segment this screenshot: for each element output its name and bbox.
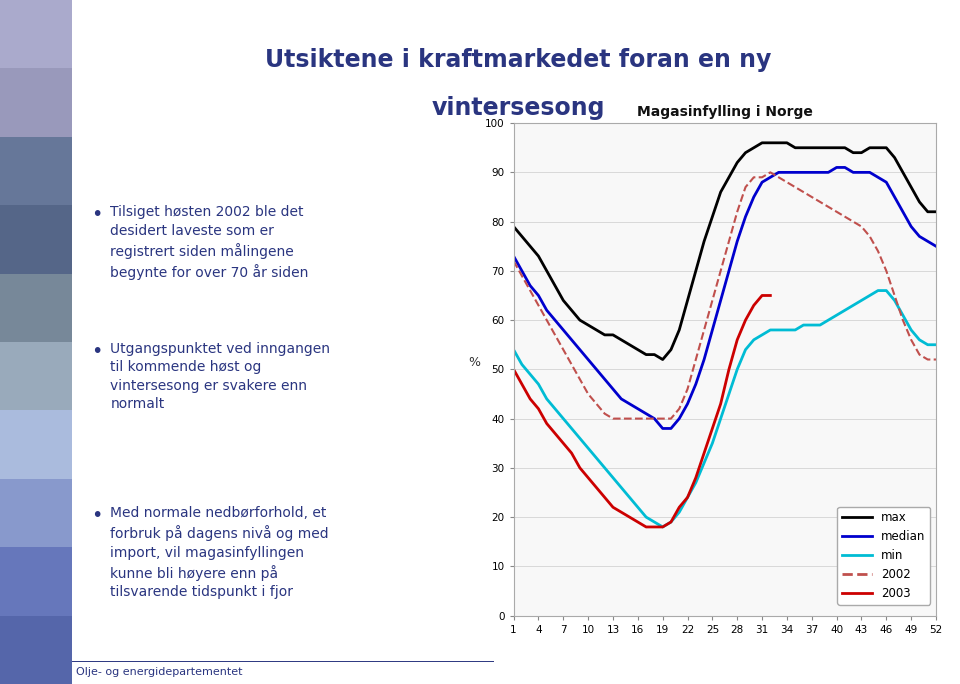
Text: Med normale nedbørforhold, et
forbruk på dagens nivå og med
import, vil magasinf: Med normale nedbørforhold, et forbruk på… <box>110 506 329 599</box>
Bar <box>0 205 72 274</box>
Text: •: • <box>91 506 103 525</box>
Text: vintersesong: vintersesong <box>432 96 605 120</box>
Text: Utsiktene i kraftmarkedet foran en ny: Utsiktene i kraftmarkedet foran en ny <box>265 48 772 72</box>
Bar <box>0 479 72 547</box>
Bar <box>0 274 72 342</box>
Bar <box>0 137 72 205</box>
Text: Utgangspunktet ved inngangen
til kommende høst og
vintersesong er svakere enn
no: Utgangspunktet ved inngangen til kommend… <box>110 342 330 411</box>
Bar <box>0 0 72 68</box>
Text: •: • <box>91 342 103 361</box>
Text: Olje- og energidepartementet: Olje- og energidepartementet <box>76 667 243 676</box>
Text: •: • <box>91 205 103 224</box>
Bar <box>0 68 72 137</box>
Bar <box>0 547 72 616</box>
Legend: max, median, min, 2002, 2003: max, median, min, 2002, 2003 <box>837 507 930 605</box>
Bar <box>0 410 72 479</box>
Title: Magasinfylling i Norge: Magasinfylling i Norge <box>636 105 813 119</box>
Text: Tilsiget høsten 2002 ble det
desidert laveste som er
registrert siden målingene
: Tilsiget høsten 2002 ble det desidert la… <box>110 205 309 280</box>
Bar <box>0 616 72 684</box>
Y-axis label: %: % <box>468 356 480 369</box>
Bar <box>0 342 72 410</box>
